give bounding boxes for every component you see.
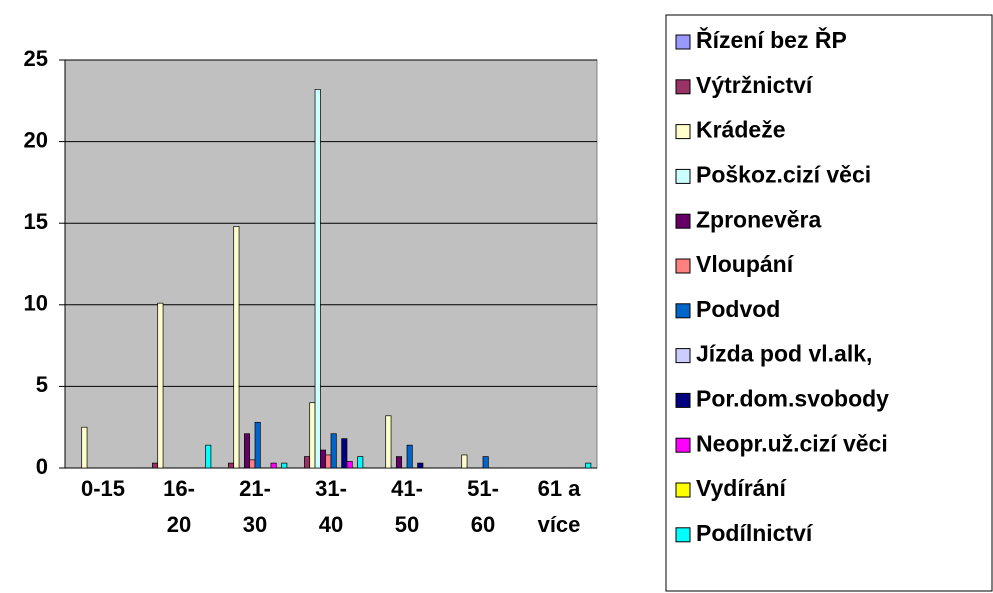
y-tick-label: 0 — [36, 454, 48, 479]
legend-label: Vloupání — [696, 251, 795, 277]
x-tick-label: 16-20 — [163, 476, 195, 537]
legend-label: Vydírání — [696, 475, 788, 501]
bar — [309, 402, 316, 469]
bar — [320, 449, 327, 469]
bar — [244, 433, 251, 469]
bar — [396, 456, 403, 469]
legend-swatch — [675, 168, 691, 184]
legend-label: Poškoz.cizí věci — [696, 161, 871, 187]
bar — [233, 226, 240, 469]
bar — [482, 456, 489, 469]
legend-swatch — [675, 437, 691, 453]
legend-label: Podvod — [696, 296, 780, 322]
bar — [385, 415, 392, 469]
bar — [346, 461, 353, 469]
y-tick-label: 5 — [36, 372, 48, 397]
bar — [281, 462, 288, 469]
legend-swatch — [675, 527, 691, 543]
bar — [585, 462, 592, 469]
legend-swatch — [675, 34, 691, 50]
bar — [270, 462, 277, 469]
legend-swatch — [675, 79, 691, 95]
bar — [254, 421, 261, 469]
x-tick-label: 21-30 — [239, 476, 271, 537]
bar — [205, 444, 212, 469]
legend-swatch — [675, 303, 691, 319]
legend-label: Zpronevěra — [696, 206, 821, 232]
legend-swatch — [675, 213, 691, 229]
legend-box — [665, 14, 993, 592]
x-tick-label: 51-60 — [467, 476, 499, 537]
x-tick-label: 61 a více — [538, 476, 582, 537]
legend-label: Jízda pod vl.alk, — [696, 341, 872, 367]
legend-swatch — [675, 348, 691, 364]
legend-swatch — [675, 124, 691, 140]
bar — [249, 459, 256, 469]
legend-label: Krádeže — [696, 117, 785, 143]
legend-label: Řízení bez ŘP — [696, 26, 847, 53]
legend-label: Por.dom.svobody — [696, 385, 889, 411]
y-tick-label: 20 — [24, 127, 48, 152]
x-tick-label: 41-50 — [391, 476, 423, 537]
y-tick-label: 15 — [24, 209, 48, 234]
y-tick-label: 10 — [24, 291, 48, 316]
bar — [304, 456, 311, 469]
x-tick-label: 31-40 — [315, 476, 347, 537]
legend-label: Výtržnictví — [696, 72, 814, 98]
bar — [406, 444, 413, 469]
bar — [341, 438, 348, 469]
bar — [461, 454, 468, 469]
legend-label: Podílnictví — [696, 520, 814, 546]
legend-label: Neopr.už.cizí věci — [696, 430, 888, 456]
bar — [357, 456, 364, 469]
bar — [157, 302, 164, 469]
y-tick-label: 25 — [24, 46, 48, 71]
bar — [314, 89, 321, 469]
legend-swatch — [675, 482, 691, 498]
legend-swatch — [675, 258, 691, 274]
plot-area — [64, 59, 598, 469]
legend-swatch — [675, 392, 691, 408]
bar — [325, 454, 332, 469]
bar — [228, 462, 235, 469]
bar — [152, 462, 159, 469]
bar — [417, 462, 424, 469]
x-tick-label: 0-15 — [81, 476, 125, 501]
bar — [330, 433, 337, 469]
bar — [81, 426, 88, 469]
